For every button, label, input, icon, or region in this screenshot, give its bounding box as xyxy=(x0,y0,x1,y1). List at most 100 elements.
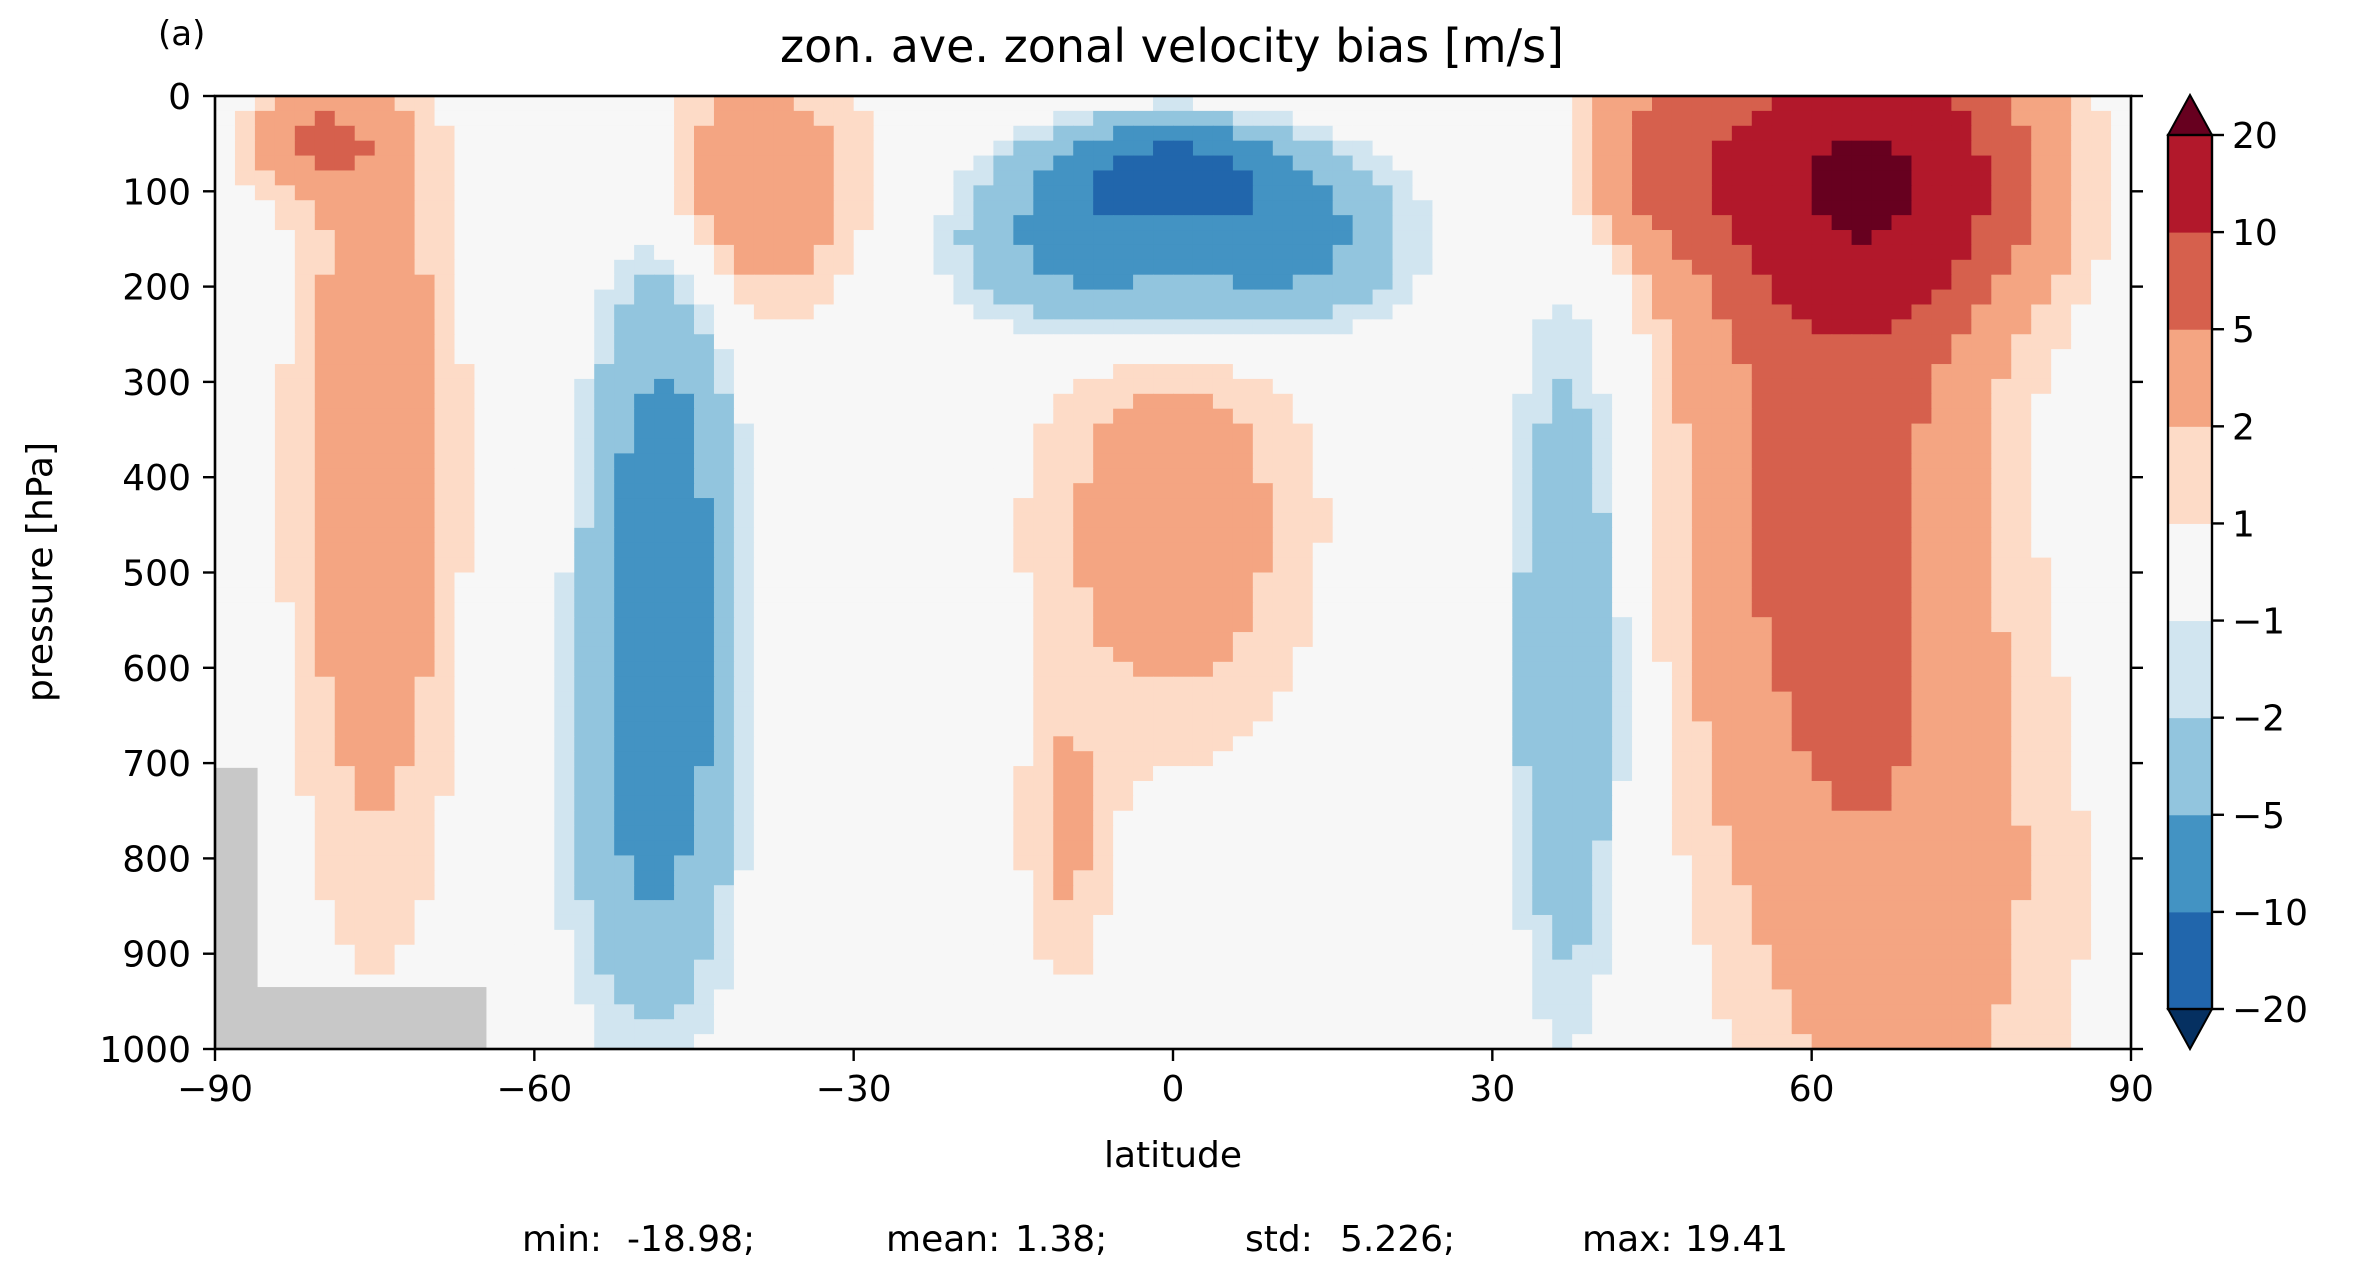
field-cell xyxy=(1173,349,1194,365)
field-cell xyxy=(1093,706,1114,723)
field-cell xyxy=(234,691,256,708)
field-cell xyxy=(1392,289,1414,306)
field-cell xyxy=(853,125,875,142)
field-cell xyxy=(1891,498,1913,514)
field-cell xyxy=(1252,795,1274,812)
field-cell xyxy=(1552,602,1573,618)
field-cell xyxy=(733,780,755,797)
field-cell xyxy=(1332,259,1354,276)
field-cell xyxy=(813,140,835,157)
field-cell xyxy=(674,691,695,708)
field-cell xyxy=(1452,200,1473,216)
field-cell xyxy=(594,215,615,231)
field-cell xyxy=(1332,527,1354,544)
field-cell xyxy=(494,259,515,276)
field-cell xyxy=(793,721,815,737)
field-cell xyxy=(973,483,994,499)
field-cell xyxy=(1572,438,1593,454)
field-cell xyxy=(1212,780,1234,797)
field-cell xyxy=(1911,423,1933,440)
field-cell xyxy=(993,676,1014,693)
field-cell xyxy=(713,721,735,737)
field-cell xyxy=(1871,542,1893,559)
field-cell xyxy=(594,661,615,678)
field-cell xyxy=(773,423,795,440)
field-cell xyxy=(853,602,875,618)
field-cell xyxy=(1472,319,1493,335)
field-cell xyxy=(574,795,595,812)
field-cell xyxy=(1472,483,1493,499)
field-cell xyxy=(1472,706,1493,723)
field-cell xyxy=(753,780,775,797)
field-cell xyxy=(713,349,735,365)
field-cell xyxy=(1292,155,1314,172)
field-cell xyxy=(1492,810,1513,827)
field-cell xyxy=(1652,274,1673,291)
field-cell xyxy=(674,423,695,440)
field-cell xyxy=(1671,646,1693,663)
field-cell xyxy=(1731,646,1753,663)
field-cell xyxy=(1951,572,1972,588)
field-cell xyxy=(1153,244,1174,261)
field-cell xyxy=(1312,230,1334,246)
field-cell xyxy=(234,632,256,648)
field-cell xyxy=(694,498,715,514)
field-cell xyxy=(334,542,356,559)
field-cell xyxy=(793,334,815,350)
field-cell xyxy=(1312,155,1334,172)
field-cell xyxy=(833,542,855,559)
field-cell xyxy=(1592,557,1613,574)
field-cell xyxy=(1951,96,1972,112)
field-cell xyxy=(1731,170,1753,186)
field-cell xyxy=(1133,542,1154,559)
field-cell xyxy=(1232,423,1254,440)
field-cell xyxy=(2091,721,2112,737)
field-cell xyxy=(1133,751,1154,767)
field-cell xyxy=(753,825,775,842)
field-cell xyxy=(334,557,356,574)
field-cell xyxy=(1731,378,1753,395)
field-cell xyxy=(1711,557,1733,574)
field-cell xyxy=(274,289,296,306)
field-cell xyxy=(1352,706,1374,723)
field-cell xyxy=(1512,274,1533,291)
field-cell xyxy=(853,185,875,201)
field-cell xyxy=(654,274,675,291)
field-cell xyxy=(913,780,935,797)
field-cell xyxy=(753,274,775,291)
field-cell xyxy=(1432,512,1454,529)
field-cell xyxy=(1931,96,1952,112)
field-cell xyxy=(1093,840,1114,857)
field-cell xyxy=(1711,140,1733,157)
field-cell xyxy=(1412,736,1434,752)
field-cell xyxy=(1871,498,1893,514)
field-cell xyxy=(554,155,575,172)
field-cell xyxy=(1971,110,1992,127)
field-cell xyxy=(1831,751,1853,767)
field-cell xyxy=(1452,110,1473,127)
field-cell xyxy=(414,393,436,410)
field-cell xyxy=(215,453,236,469)
field-cell xyxy=(1412,587,1434,603)
field-cell xyxy=(614,542,635,559)
field-cell xyxy=(1891,587,1913,603)
field-cell xyxy=(973,736,994,752)
field-cell xyxy=(1831,542,1853,559)
field-cell xyxy=(813,691,835,708)
field-cell xyxy=(594,185,615,201)
field-cell xyxy=(1851,125,1873,142)
field-cell xyxy=(215,468,236,484)
field-cell xyxy=(1472,349,1493,365)
field-cell xyxy=(1392,632,1414,648)
field-cell xyxy=(294,289,316,306)
field-cell xyxy=(634,274,655,291)
field-cell xyxy=(1731,408,1753,425)
field-cell xyxy=(1472,632,1493,648)
field-cell xyxy=(1173,408,1194,425)
field-cell xyxy=(1412,498,1434,514)
field-cell xyxy=(933,617,955,633)
field-cell xyxy=(1951,617,1972,633)
field-cell xyxy=(1452,334,1473,350)
field-cell xyxy=(2091,512,2112,529)
field-cell xyxy=(1272,572,1294,588)
